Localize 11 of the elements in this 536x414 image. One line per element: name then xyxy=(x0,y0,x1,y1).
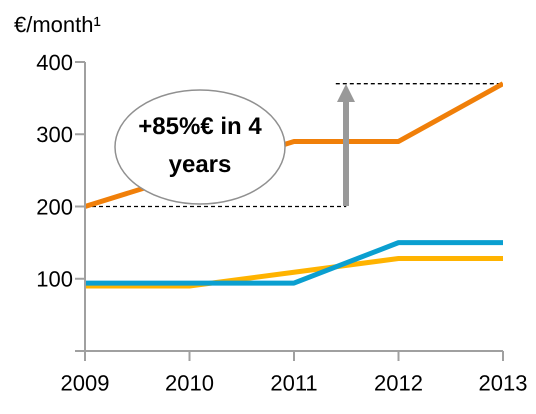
x-tick-label: 2009 xyxy=(60,370,110,396)
x-tick-label: 2011 xyxy=(270,370,318,396)
y-tick-label: 400 xyxy=(36,50,73,75)
x-tick-label: 2010 xyxy=(165,370,214,396)
annotation: +85%€ in 4 years xyxy=(137,112,263,180)
y-tick-label: 300 xyxy=(36,122,73,148)
x-tick-label: 2012 xyxy=(374,370,423,396)
y-axis-title: €/month¹ xyxy=(14,12,101,38)
x-tick-label: 2013 xyxy=(478,370,528,396)
y-tick-label: 200 xyxy=(36,194,73,220)
y-tick-label: 100 xyxy=(36,266,73,292)
